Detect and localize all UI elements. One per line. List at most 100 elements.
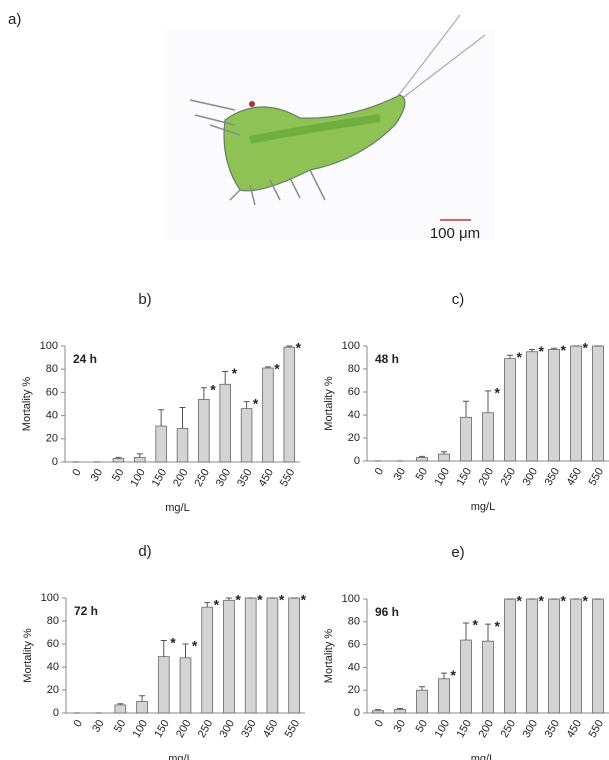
bar [176, 427, 189, 463]
x-tick-label: 100 [433, 718, 453, 740]
panel-label: b) [138, 291, 151, 308]
x-axis-label: mg/L [471, 501, 495, 513]
y-tick-label: 100 [41, 592, 59, 604]
x-tick-label: 250 [196, 718, 216, 740]
significance-star: * [583, 593, 589, 609]
error-bar [225, 597, 232, 601]
y-tick-label: 20 [47, 684, 59, 696]
bar [592, 345, 604, 462]
y-tick-label: 60 [348, 639, 360, 651]
significance-star: * [495, 385, 501, 401]
x-tick-label: 0 [72, 718, 85, 729]
x-tick-label: 30 [89, 467, 106, 484]
bar [136, 701, 148, 714]
error-bar [463, 622, 469, 641]
error-bar [222, 371, 229, 385]
x-tick-label: 550 [587, 466, 607, 488]
y-tick-label: 60 [47, 638, 59, 650]
bar [157, 656, 170, 714]
x-tick-label: 350 [543, 718, 563, 740]
x-tick-label: 300 [521, 466, 541, 488]
y-tick-label: 0 [354, 455, 360, 467]
y-tick-label: 80 [348, 616, 360, 628]
error-bar [243, 401, 250, 409]
bar [548, 349, 560, 462]
error-bar [419, 455, 425, 458]
significance-star: * [170, 634, 176, 650]
x-tick-label: 200 [477, 466, 497, 488]
error-bar [485, 390, 491, 413]
bar [394, 709, 406, 714]
x-tick-label: 200 [477, 718, 497, 740]
x-tick-label: 50 [112, 718, 129, 735]
significance-star: * [473, 617, 479, 633]
bar [570, 345, 582, 462]
y-tick-label: 0 [53, 707, 59, 719]
error-bar [182, 643, 189, 658]
bar [266, 597, 279, 714]
significance-star: * [451, 667, 457, 683]
bar [416, 689, 428, 714]
x-tick-label: 250 [192, 467, 212, 489]
x-tick-label: 50 [110, 467, 127, 484]
bar [504, 598, 516, 714]
x-tick-label: 0 [70, 467, 83, 478]
y-tick-label: 100 [342, 340, 360, 352]
x-tick-label: 30 [392, 718, 409, 735]
bar [482, 412, 494, 462]
y-tick-label: 20 [348, 432, 360, 444]
significance-star: * [583, 340, 589, 356]
significance-star: * [539, 343, 545, 359]
y-tick-label: 40 [47, 661, 59, 673]
error-bar [441, 672, 447, 679]
x-tick-label: 150 [152, 718, 172, 740]
x-axis-label: mg/L [168, 753, 192, 760]
y-tick-label: 80 [47, 615, 59, 627]
x-tick-label: 450 [565, 718, 585, 740]
panel-label: e) [451, 544, 464, 561]
error-bar [419, 686, 425, 691]
y-axis-label: Mortality % [22, 628, 34, 683]
x-tick-label: 100 [131, 718, 151, 740]
photo [165, 14, 495, 240]
x-tick-label: 350 [235, 467, 255, 489]
x-tick-label: 200 [174, 718, 194, 740]
error-bar [115, 456, 122, 459]
y-tick-label: 60 [46, 386, 58, 398]
y-tick-label: 40 [348, 409, 360, 421]
x-tick-label: 450 [261, 718, 281, 740]
x-tick-label: 150 [455, 466, 475, 488]
bar [112, 458, 125, 463]
significance-star: * [495, 618, 501, 634]
error-bar [485, 623, 491, 642]
x-tick-label: 350 [239, 718, 259, 740]
bar [198, 398, 210, 463]
error-bar [463, 400, 469, 418]
error-bar [264, 366, 271, 369]
bar [592, 598, 604, 714]
bar [372, 710, 384, 714]
bar [482, 640, 494, 714]
y-axis-label: Mortality % [21, 377, 33, 432]
error-bar [529, 348, 535, 352]
scale-bar-label: 100 μm [430, 225, 480, 242]
error-bar [158, 409, 165, 427]
y-tick-label: 20 [46, 433, 58, 445]
x-tick-label: 200 [171, 467, 191, 489]
y-tick-label: 100 [342, 593, 360, 605]
annotation: 96 h [375, 605, 399, 619]
y-tick-label: 40 [46, 410, 58, 422]
y-tick-label: 80 [46, 363, 58, 375]
panel-label: d) [138, 543, 151, 560]
x-tick-label: 250 [499, 718, 519, 740]
x-tick-label: 150 [150, 467, 170, 489]
significance-star: * [214, 596, 220, 612]
bar [240, 408, 253, 463]
y-axis-label: Mortality % [323, 376, 335, 431]
significance-star: * [539, 593, 545, 609]
significance-star: * [561, 342, 567, 358]
error-bar [136, 453, 143, 458]
x-tick-label: 0 [373, 718, 386, 729]
significance-star: * [296, 340, 302, 356]
x-tick-label: 450 [256, 467, 276, 489]
